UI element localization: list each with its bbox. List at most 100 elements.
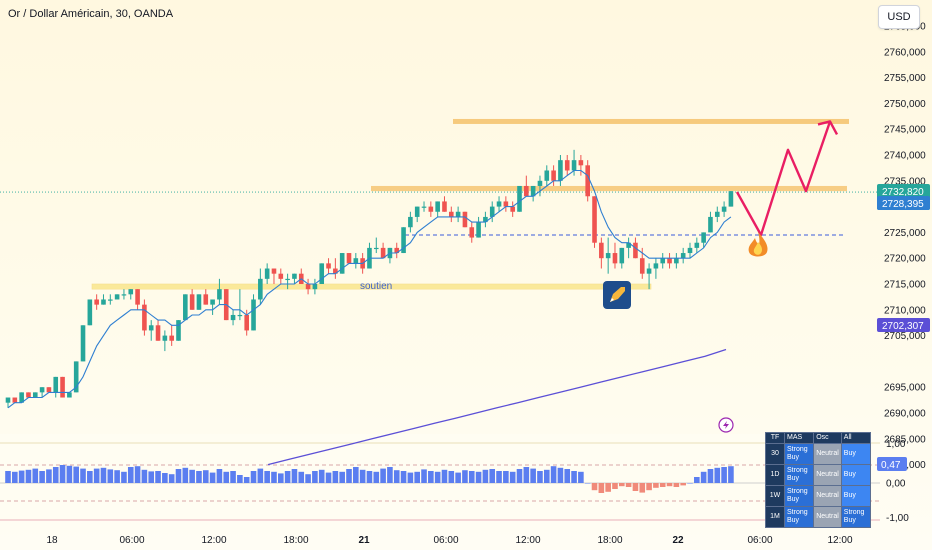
time-axis-label: 06:00 — [119, 535, 144, 546]
oscillator-bar — [373, 471, 380, 483]
rating-all: Strong Buy — [840, 506, 871, 528]
oscillator-bar — [605, 483, 611, 492]
rating-mas: Strong Buy — [783, 506, 815, 528]
oscillator-bar — [332, 471, 339, 483]
time-axis-label: 12:00 — [515, 535, 540, 546]
candle — [660, 253, 666, 269]
oscillator-bar — [496, 471, 502, 483]
candle-body — [278, 273, 284, 279]
candle-body — [510, 206, 515, 212]
candle-body — [408, 216, 413, 228]
candle-body — [537, 180, 543, 186]
oscillator-bar — [80, 468, 86, 483]
candle — [169, 325, 174, 346]
candle-body — [26, 392, 31, 398]
candle-body — [258, 278, 263, 300]
candle — [524, 175, 529, 197]
time-axis-label: 06:00 — [433, 535, 458, 546]
candle-body — [639, 258, 645, 274]
oscillator-bar — [189, 469, 195, 483]
candle — [326, 258, 331, 274]
candle-body — [155, 325, 161, 341]
oscillator-bar — [148, 471, 155, 483]
candle-body — [714, 211, 720, 217]
candle — [155, 320, 161, 341]
candle-body — [633, 242, 638, 259]
candle — [39, 387, 45, 398]
oscillator-bar — [448, 471, 455, 483]
fast-ma-badge — [877, 196, 930, 210]
candle — [578, 155, 584, 176]
oscillator-bar — [32, 468, 39, 483]
oscillator-bar — [564, 469, 571, 483]
candle-body — [114, 294, 120, 300]
candle — [339, 253, 345, 274]
slow-ma-value: 2702,307 — [882, 321, 924, 332]
candle-body — [599, 242, 604, 259]
candle-body — [701, 232, 706, 243]
slow-moving-average — [267, 348, 727, 466]
oscillator-bar — [687, 483, 693, 484]
oscillator-bar — [216, 469, 223, 483]
oscillator-bar — [489, 469, 496, 483]
candle — [285, 273, 290, 290]
candle-body — [73, 361, 79, 393]
oscillator-bar — [18, 470, 25, 483]
candle-body — [339, 253, 345, 274]
candle — [305, 278, 311, 295]
oscillator-bar — [543, 469, 550, 483]
candle-body — [564, 160, 570, 171]
candle-body — [646, 268, 652, 274]
oscillator-bar — [714, 467, 721, 483]
candle-body — [605, 253, 611, 259]
oscillator-bar — [400, 471, 407, 483]
fast-moving-average — [7, 169, 732, 409]
oscillator-bar — [284, 471, 291, 483]
candle — [551, 165, 556, 186]
candle — [496, 196, 502, 212]
oscillator-histogram — [5, 465, 734, 493]
candle-body — [264, 268, 270, 279]
candle — [12, 397, 18, 403]
oscillator-bar — [707, 469, 714, 483]
candle-body — [496, 201, 502, 207]
oscillator-bar — [271, 471, 277, 483]
candle — [605, 237, 611, 274]
candle-body — [183, 294, 188, 321]
candle — [564, 155, 570, 176]
candle-body — [19, 392, 24, 403]
candle — [251, 294, 256, 331]
time-axis-label: 22 — [672, 535, 684, 546]
rating-mas: Strong Buy — [783, 443, 815, 465]
rating-osc: Neutral — [813, 464, 842, 486]
oscillator-bar — [434, 471, 441, 483]
time-axis-label: 21 — [358, 535, 370, 546]
rating-header-all: All — [840, 432, 871, 444]
candle-body — [721, 206, 727, 212]
candle — [333, 258, 338, 279]
candle — [162, 330, 168, 352]
candle — [183, 294, 188, 321]
candle — [142, 299, 147, 336]
candle — [135, 289, 140, 310]
candle-body — [162, 335, 168, 341]
candle — [414, 206, 420, 223]
candle-body — [142, 304, 147, 331]
candle — [442, 196, 447, 212]
rating-mas: Strong Buy — [783, 485, 815, 507]
price-axis-label: 2705,000 — [884, 331, 926, 342]
candle-body — [462, 211, 468, 228]
candle-body — [353, 258, 359, 264]
currency-button[interactable]: USD — [878, 5, 920, 29]
oscillator-bar — [278, 473, 284, 483]
candle-body — [449, 211, 454, 217]
candle — [483, 211, 488, 228]
candle — [380, 242, 386, 259]
candle-body — [128, 289, 134, 295]
candle-body — [592, 196, 597, 243]
oscillator-bar — [516, 469, 523, 483]
oscillator-bar — [639, 483, 646, 493]
projection-path — [735, 121, 832, 237]
oscillator-bar — [168, 474, 175, 483]
